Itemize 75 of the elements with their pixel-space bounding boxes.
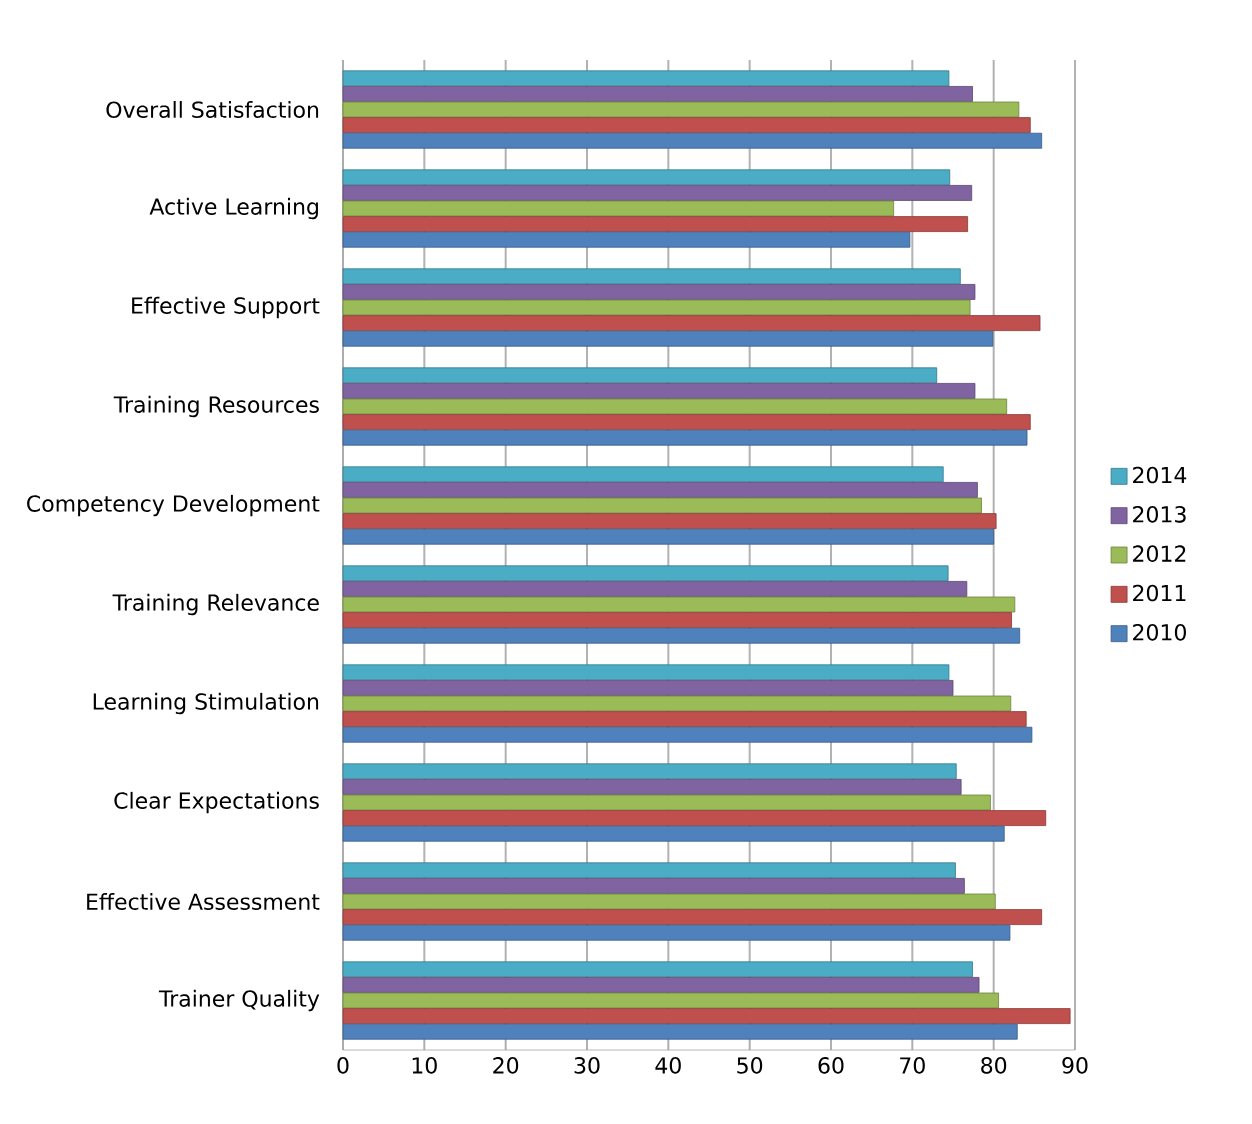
x-tick-label: 60 <box>818 1057 844 1074</box>
bar <box>342 383 976 399</box>
legend-label: 2012 <box>1133 545 1186 562</box>
bar <box>342 680 954 696</box>
legend-label: 2011 <box>1133 584 1186 602</box>
bar <box>342 924 1011 941</box>
bar <box>342 117 1031 134</box>
bar <box>342 794 991 811</box>
bar <box>342 466 944 483</box>
bar <box>342 231 911 248</box>
bar <box>342 398 1008 415</box>
bar <box>342 169 951 186</box>
bar <box>342 1008 1071 1025</box>
bar <box>342 185 973 201</box>
y-tick-label: Training Resources <box>113 395 319 418</box>
y-tick-label: Active Learning <box>149 197 318 220</box>
bar <box>342 695 1012 712</box>
legend-label: 2013 <box>1133 506 1186 523</box>
bar <box>342 70 950 87</box>
x-tick-label: 50 <box>737 1057 763 1074</box>
y-tick-label: Effective Support <box>132 296 320 319</box>
bar <box>342 429 1028 446</box>
bar <box>342 664 950 681</box>
bar <box>342 101 1020 118</box>
bar <box>342 414 1031 431</box>
y-tick-label: Trainer Quality <box>158 989 320 1012</box>
bar <box>342 513 997 530</box>
legend-label: 2010 <box>1133 624 1186 641</box>
bar <box>342 367 938 384</box>
x-tick-label: 30 <box>574 1057 600 1074</box>
bar <box>342 284 976 300</box>
bar <box>342 1023 1018 1040</box>
bar <box>342 627 1021 644</box>
bar <box>342 528 995 545</box>
x-tick-label: 20 <box>493 1057 519 1074</box>
bar <box>342 315 1041 332</box>
bar <box>342 565 949 582</box>
bar <box>342 909 1043 926</box>
x-tick-label: 40 <box>655 1057 681 1074</box>
bar <box>342 893 996 910</box>
bar <box>342 878 965 894</box>
legend-label: 2014 <box>1133 466 1187 484</box>
x-tick-label: 0 <box>337 1057 349 1074</box>
y-tick-label: Effective Assessment <box>87 893 320 911</box>
bar <box>342 779 962 795</box>
x-tick-label: 10 <box>412 1057 437 1074</box>
bar <box>342 711 1027 728</box>
y-tick-label: Training Relevance <box>112 593 319 616</box>
bar <box>342 961 973 978</box>
bar <box>342 726 1033 743</box>
bar <box>342 497 982 514</box>
y-tick-label: Learning Stimulation <box>93 692 319 715</box>
bar <box>342 992 999 1009</box>
bar <box>342 581 968 597</box>
bar <box>342 825 1005 842</box>
bar <box>342 330 994 347</box>
bar <box>342 596 1016 613</box>
bar <box>342 482 978 498</box>
bar <box>342 810 1047 827</box>
bar <box>342 763 957 780</box>
bar <box>342 268 961 285</box>
bar <box>342 299 971 316</box>
bar <box>342 132 1043 149</box>
x-tick-label: 90 <box>1062 1057 1088 1074</box>
y-tick-label: Clear Expectations <box>114 791 319 814</box>
bar <box>342 862 956 879</box>
y-tick-label: Overall Satisfaction <box>106 100 319 119</box>
x-tick-label: 70 <box>900 1057 925 1074</box>
x-tick-label: 80 <box>981 1057 1007 1074</box>
bar <box>342 977 980 993</box>
bar <box>342 216 969 233</box>
bar <box>342 86 973 102</box>
y-tick-label: Competency Development <box>27 494 320 517</box>
bar <box>342 200 895 217</box>
bar <box>342 612 1012 629</box>
